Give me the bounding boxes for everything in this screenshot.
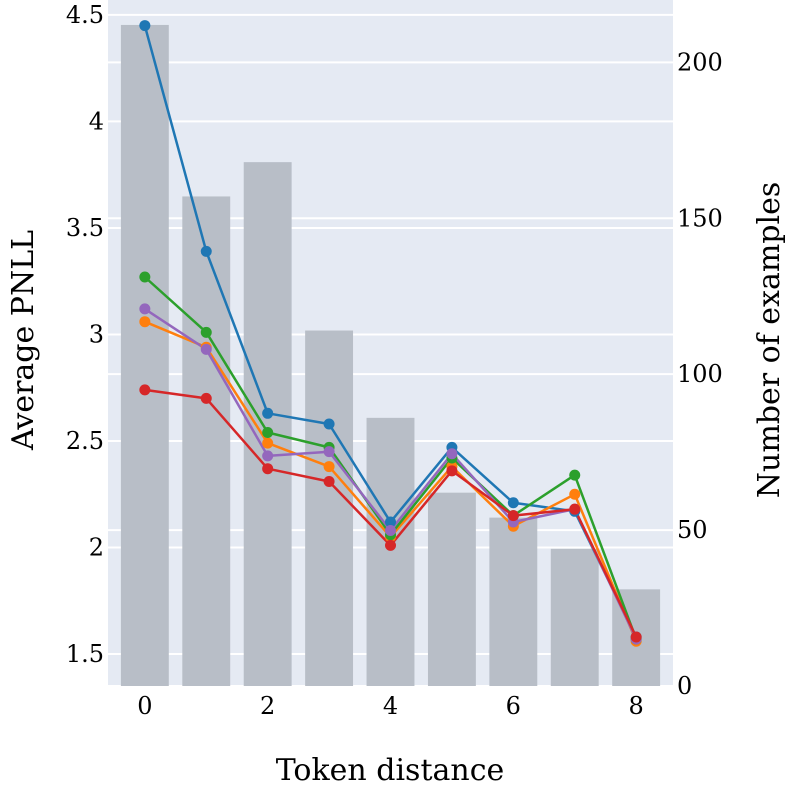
- data-point: [323, 418, 335, 430]
- bar: [427, 492, 476, 686]
- data-point: [446, 465, 458, 477]
- data-point: [385, 539, 396, 551]
- right-axis-ticks: 0 50 100 150 200: [677, 48, 723, 700]
- bar: [182, 196, 231, 687]
- data-point: [139, 20, 151, 32]
- y2-tick-label: 100: [677, 360, 723, 388]
- bar: [243, 162, 292, 687]
- y2-tick-label: 150: [677, 204, 723, 232]
- x-tick-label: 0: [137, 692, 152, 720]
- bar: [489, 517, 538, 686]
- x-axis-ticks: 0 2 4 6 8: [137, 692, 644, 720]
- data-point: [385, 524, 396, 536]
- y-tick-label: 4.5: [66, 1, 104, 29]
- data-point: [262, 407, 274, 419]
- data-point: [569, 488, 581, 500]
- data-point: [323, 446, 335, 458]
- data-point: [507, 497, 519, 509]
- y-tick-label: 2.5: [66, 427, 104, 455]
- x-tick-label: 2: [260, 692, 275, 720]
- data-point: [200, 392, 212, 404]
- data-point: [262, 463, 274, 475]
- y2-tick-label: 0: [677, 672, 692, 700]
- data-point: [262, 450, 274, 462]
- x-tick-label: 4: [383, 692, 398, 720]
- y2-tick-label: 50: [677, 516, 708, 544]
- x-tick-label: 8: [629, 692, 644, 720]
- data-point: [139, 303, 151, 315]
- data-point: [630, 631, 642, 643]
- bar: [120, 24, 169, 687]
- left-axis-ticks: 1.5 2 2.5 3 3.5 4 4.5: [66, 1, 104, 668]
- series-points: [139, 20, 642, 647]
- data-point: [569, 503, 581, 515]
- data-point: [262, 426, 274, 438]
- bars: [120, 24, 661, 687]
- data-point: [446, 448, 458, 460]
- data-point: [200, 326, 212, 338]
- data-point: [139, 384, 151, 396]
- bar: [550, 548, 599, 686]
- bar: [366, 417, 415, 686]
- data-point: [385, 516, 396, 528]
- bar: [305, 330, 354, 686]
- x-tick-label: 6: [506, 692, 521, 720]
- data-point: [200, 343, 212, 355]
- y-tick-label: 2: [89, 534, 104, 562]
- x-axis-title: Token distance: [276, 753, 505, 788]
- y-tick-label: 4: [89, 107, 104, 135]
- y-tick-label: 3: [89, 320, 104, 348]
- y-tick-label: 1.5: [66, 640, 104, 668]
- y-tick-label: 3.5: [66, 214, 104, 242]
- data-point: [262, 437, 274, 449]
- data-point: [200, 245, 212, 257]
- data-point: [139, 271, 151, 283]
- data-point: [139, 316, 151, 328]
- y2-axis-title: Number of examples: [752, 182, 787, 499]
- data-point: [507, 510, 519, 522]
- data-point: [323, 475, 335, 487]
- data-point: [569, 469, 581, 481]
- y-axis-title: Average PNLL: [6, 230, 41, 451]
- y2-tick-label: 200: [677, 48, 723, 76]
- data-point: [323, 461, 335, 473]
